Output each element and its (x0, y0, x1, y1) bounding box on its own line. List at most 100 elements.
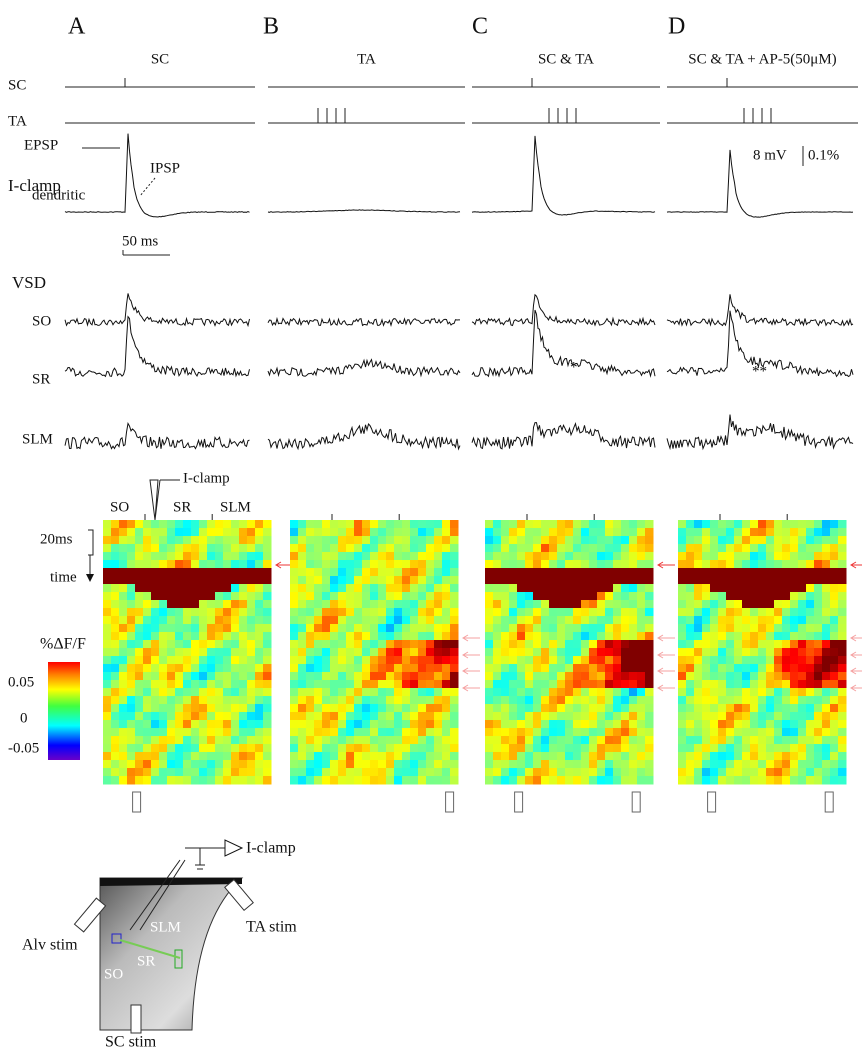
heatmap-cell (565, 600, 574, 609)
heatmap-cell (386, 752, 395, 761)
heatmap-cell (501, 608, 510, 617)
heatmap-cell (306, 752, 315, 761)
heatmap-cell (581, 768, 590, 777)
heatmap-cell (750, 712, 759, 721)
trace (471, 422, 656, 450)
heatmap-cell (573, 576, 582, 585)
heatmap-cell (686, 696, 695, 705)
heatmap-cell (557, 656, 566, 665)
heatmap-cell (386, 616, 395, 625)
heatmap-cell (694, 560, 703, 569)
heatmap-cell (410, 752, 419, 761)
heatmap-cell (199, 592, 208, 601)
colorbar-tick-label: 0 (20, 710, 28, 726)
heatmap-cell (734, 624, 743, 633)
heatmap-cell (782, 624, 791, 633)
heatmap-cell (426, 704, 435, 713)
heatmap-cell (314, 648, 323, 657)
heatmap-cell (338, 640, 347, 649)
heatmap-cell (541, 592, 550, 601)
heatmap-cell (135, 608, 144, 617)
heatmap-cell (127, 616, 136, 625)
heatmap-cell (151, 536, 160, 545)
heatmap-cell (758, 696, 767, 705)
heatmap-cell (306, 736, 315, 745)
heatmap-cell (509, 744, 518, 753)
heatmap-cell (298, 624, 307, 633)
heatmap-cell (247, 576, 256, 585)
heatmap-cell (493, 592, 502, 601)
heatmap-cell (517, 592, 526, 601)
heatmap-cell (589, 672, 598, 681)
heatmap-cell (565, 608, 574, 617)
heatmap-cell (525, 648, 534, 657)
heatmap-cell (541, 640, 550, 649)
stim-arrow (850, 667, 862, 675)
heatmap-cell (167, 608, 176, 617)
heatmap-cell (143, 576, 152, 585)
heatmap-cell (127, 712, 136, 721)
heatmap-cell (830, 632, 839, 641)
heatmap-cell (330, 648, 339, 657)
heatmap-cell (605, 592, 614, 601)
heatmap-cell (426, 656, 435, 665)
heatmap-cell (710, 528, 719, 537)
heatmap-cell (645, 584, 654, 593)
heatmap-cell (426, 584, 435, 593)
heatmap-cell (103, 576, 112, 585)
heatmap-cell (613, 752, 622, 761)
heatmap-cell (135, 552, 144, 561)
heatmap-cell (774, 720, 783, 729)
heatmap-cell (686, 632, 695, 641)
heatmap-cell (255, 600, 264, 609)
heatmap-cell (354, 616, 363, 625)
heatmap-cell (143, 544, 152, 553)
heatmap-cell (442, 640, 451, 649)
stim-arrow (462, 684, 480, 692)
trace (267, 422, 461, 451)
heatmap-cell (378, 752, 387, 761)
heatmap-cell (734, 544, 743, 553)
heatmap-cell (597, 536, 606, 545)
heatmap-cell (694, 768, 703, 777)
heatmap-cell (362, 664, 371, 673)
heatmap-cell (581, 536, 590, 545)
heatmap-cell (207, 584, 216, 593)
heatmap-cell (726, 696, 735, 705)
heatmap-cell (362, 560, 371, 569)
heatmap-cell (434, 624, 443, 633)
heatmap-cell (541, 624, 550, 633)
heatmap-cell (694, 744, 703, 753)
heatmap-cell (362, 592, 371, 601)
heatmap-cell (370, 632, 379, 641)
heatmap-cell (442, 600, 451, 609)
heatmap-cell (806, 720, 815, 729)
slice (99, 877, 244, 1031)
heatmap-cell (517, 776, 526, 785)
heatmap-cell (290, 592, 299, 601)
heatmap-cell (135, 648, 144, 657)
heatmap-cell (758, 632, 767, 641)
heatmap-cell (394, 712, 403, 721)
heatmap-cell (549, 632, 558, 641)
heatmap-cell (354, 760, 363, 769)
heatmap-cell (702, 536, 711, 545)
heatmap-cell (501, 728, 510, 737)
heatmap-cell (418, 704, 427, 713)
heatmap-cell (231, 760, 240, 769)
heatmap-cell (223, 768, 232, 777)
heatmap-cell (119, 648, 128, 657)
heatmap-cell (718, 528, 727, 537)
heatmap-cell (418, 696, 427, 705)
heatmap-cell (434, 632, 443, 641)
heatmap-cell (838, 680, 847, 689)
heatmap-cell (127, 600, 136, 609)
heatmap-cell (263, 584, 272, 593)
heatmap-cell (782, 576, 791, 585)
heatmap-cell (814, 704, 823, 713)
heatmap-cell (167, 728, 176, 737)
heatmap-cell (370, 768, 379, 777)
heatmap-cell (239, 600, 248, 609)
heatmap-cell (525, 744, 534, 753)
heatmap-cell (742, 592, 751, 601)
